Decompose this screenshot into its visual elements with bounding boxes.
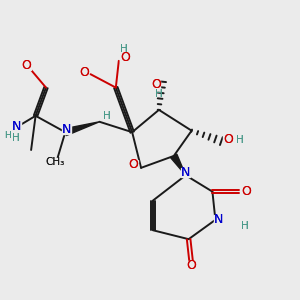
Text: CH₃: CH₃ [45, 157, 64, 167]
Text: H: H [155, 88, 163, 98]
Bar [224, 135, 232, 144]
Text: H: H [120, 44, 128, 54]
Text: H: H [4, 130, 11, 140]
Bar [242, 222, 248, 230]
Text: N: N [181, 167, 190, 179]
Polygon shape [171, 154, 186, 175]
Text: O: O [120, 51, 130, 64]
Text: O: O [129, 158, 139, 171]
Text: H: H [103, 111, 111, 121]
Text: O: O [223, 133, 233, 146]
Text: N: N [62, 123, 71, 136]
Bar [129, 160, 138, 169]
Text: O: O [22, 59, 32, 72]
Text: O: O [79, 66, 89, 79]
Text: H: H [4, 130, 11, 140]
Text: H: H [120, 44, 128, 54]
Text: N: N [12, 120, 21, 133]
Text: O: O [79, 66, 89, 79]
Bar [48, 158, 62, 166]
Text: N: N [62, 123, 71, 136]
Text: N: N [181, 167, 190, 179]
Bar [152, 80, 160, 89]
Text: N: N [214, 213, 223, 226]
Text: O: O [129, 158, 139, 171]
Bar [22, 61, 31, 70]
Text: O: O [151, 78, 161, 91]
Text: O: O [187, 260, 196, 272]
Text: H: H [241, 221, 249, 231]
Text: O: O [187, 260, 196, 272]
Text: N: N [214, 213, 223, 226]
Text: CH₃: CH₃ [45, 157, 64, 167]
Text: H: H [236, 135, 244, 145]
Text: H: H [12, 133, 20, 142]
Text: H: H [236, 135, 244, 145]
Bar [62, 125, 71, 134]
Text: H: H [12, 133, 20, 142]
Text: N: N [12, 120, 21, 133]
Bar [214, 215, 223, 224]
Text: O: O [151, 78, 161, 91]
Text: O: O [120, 51, 130, 64]
Text: H: H [155, 88, 163, 98]
Bar [242, 187, 251, 196]
Text: H: H [103, 111, 111, 121]
Bar [80, 68, 88, 77]
Polygon shape [64, 122, 100, 136]
Text: O: O [223, 133, 233, 146]
Bar [187, 262, 196, 270]
Text: O: O [22, 59, 32, 72]
Bar [12, 122, 21, 131]
Bar [120, 53, 129, 62]
Text: H: H [241, 221, 249, 231]
Bar [181, 168, 190, 177]
Text: O: O [242, 185, 251, 198]
Text: O: O [242, 185, 251, 198]
